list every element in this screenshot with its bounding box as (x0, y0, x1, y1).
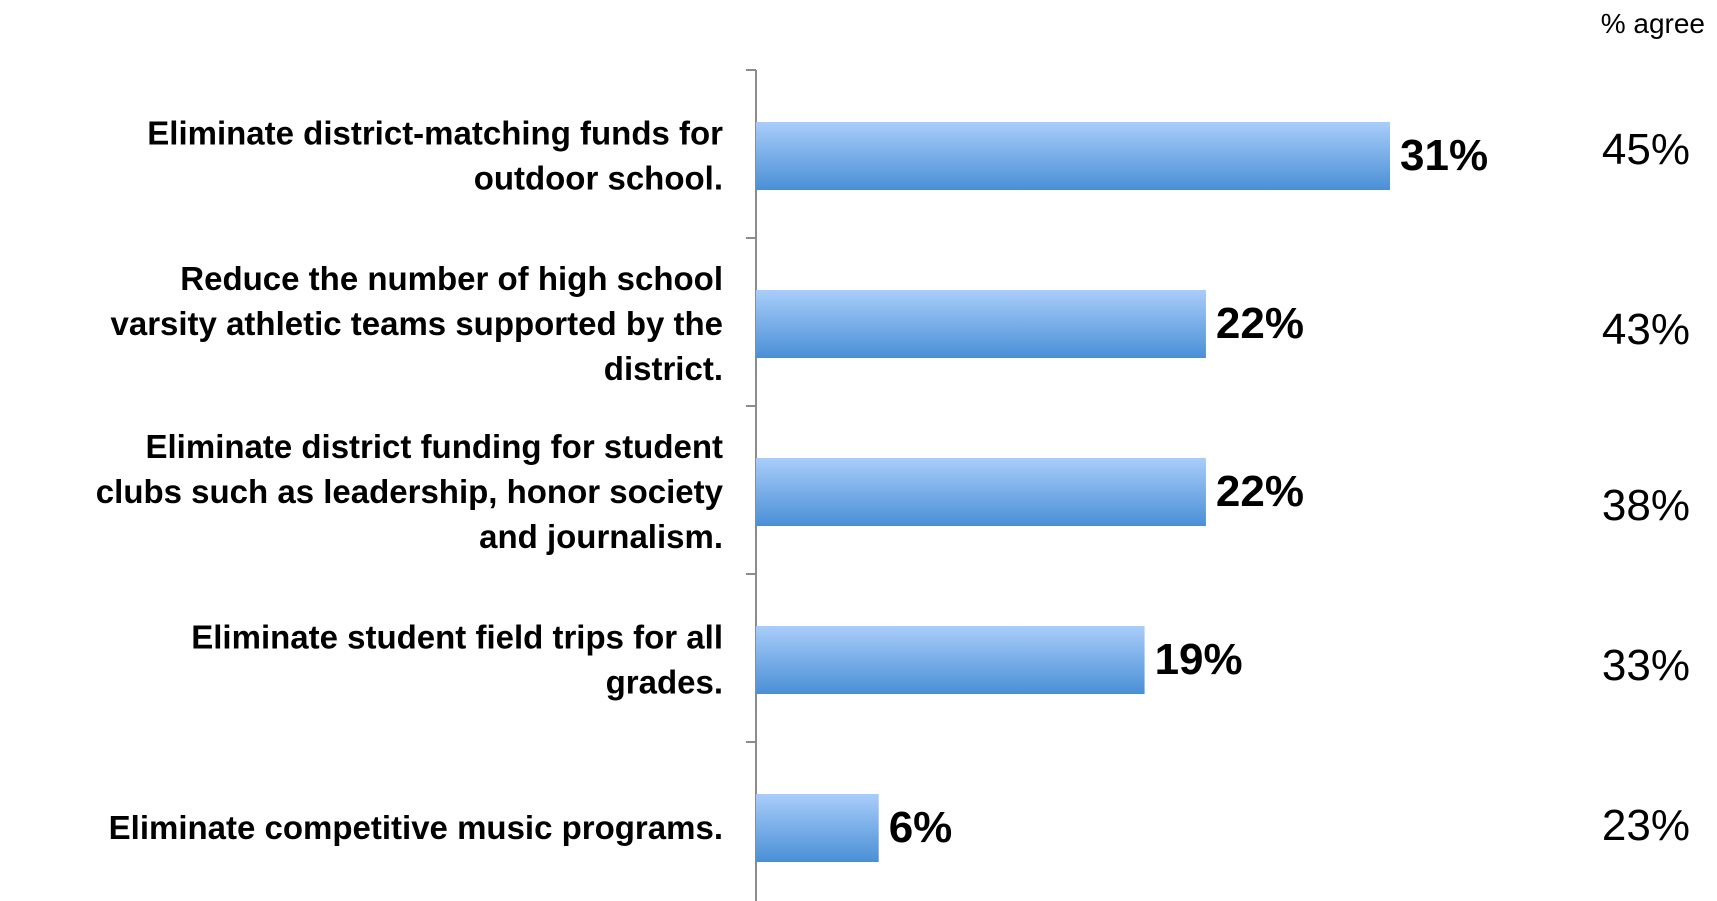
category-label: Eliminate competitive music programs. (109, 809, 723, 846)
category-label-line: Eliminate student field trips for all (191, 619, 723, 656)
bar-value-label: 31% (1400, 131, 1488, 180)
bar-value-label: 19% (1155, 635, 1243, 684)
category-label-line: Eliminate district-matching funds for (147, 115, 723, 152)
bar-value-label: 22% (1216, 299, 1304, 348)
category-label-line: Reduce the number of high school (180, 260, 723, 297)
category-label-line: outdoor school. (474, 160, 723, 197)
category-label-line: Eliminate competitive music programs. (109, 809, 723, 846)
bar (756, 290, 1206, 358)
bar (756, 122, 1390, 190)
agree-value: 38% (1602, 481, 1690, 530)
category-label: Eliminate district-matching funds for out… (147, 115, 723, 197)
agree-value: 23% (1602, 801, 1690, 850)
category-label-line: Eliminate district funding for student (146, 428, 724, 465)
category-axis: Eliminate district-matching funds for out… (96, 69, 757, 901)
agree-column-header: % agree (1601, 8, 1705, 39)
agree-value: 45% (1602, 125, 1690, 174)
category-label-line: varsity athletic teams supported by the (110, 305, 723, 342)
bar-value-label: 22% (1216, 467, 1304, 516)
category-label-line: grades. (606, 664, 723, 701)
category-label-line: and journalism. (479, 518, 723, 555)
bar (756, 626, 1145, 694)
bar (756, 794, 879, 862)
category-label: Eliminate district funding for student cl… (96, 428, 724, 555)
bars: 31% 45% 22% 43% 22% 38% 19% 33% 6% 23% (756, 122, 1690, 862)
category-label: Reduce the number of high school varsity … (110, 260, 723, 387)
agree-value: 33% (1602, 641, 1690, 690)
bar-value-label: 6% (889, 803, 953, 852)
bar (756, 458, 1206, 526)
category-label-line: clubs such as leadership, honor society (96, 473, 724, 510)
agree-value: 43% (1602, 305, 1690, 354)
category-label: Eliminate student field trips for all gra… (191, 619, 723, 701)
category-label-line: district. (604, 350, 723, 387)
